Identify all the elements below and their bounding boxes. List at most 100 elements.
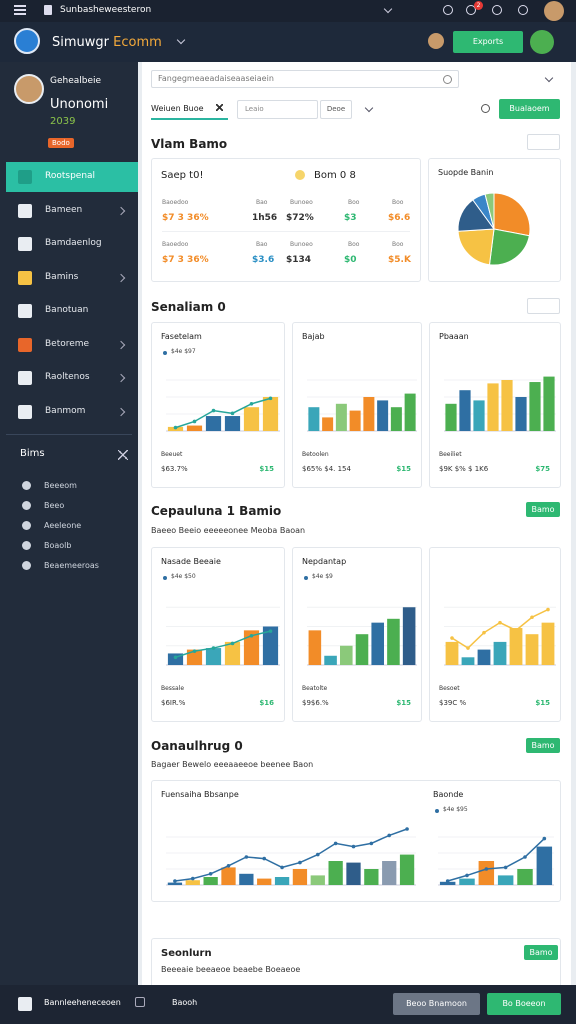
stat-label: Bunoeo (290, 241, 313, 248)
bar (292, 869, 308, 885)
trend-point (208, 872, 213, 876)
stat-label: Bunoeo (290, 199, 313, 206)
logo[interactable] (14, 28, 40, 54)
footer-label: Besoet (439, 685, 460, 692)
trend-point (546, 607, 550, 612)
tab-active[interactable]: Weiuen Buoe (151, 104, 204, 113)
section-button[interactable]: Bamo (526, 502, 560, 517)
nav-item[interactable]: Banmom (0, 397, 138, 427)
refresh-icon[interactable] (481, 104, 490, 113)
trend-point (244, 855, 249, 859)
pie-slice (484, 192, 495, 230)
avatar[interactable] (530, 30, 554, 54)
stats-title: Saep t0! (161, 170, 204, 181)
bar (517, 869, 533, 885)
stat-label: Baoedoo (162, 241, 189, 248)
bar-chart (166, 606, 280, 666)
sub-item[interactable]: Boaolb (0, 536, 138, 556)
chart-card: Suopde Banin (428, 158, 561, 282)
trend-point (315, 852, 320, 857)
dropdown-icon[interactable] (176, 35, 186, 45)
bottom-link[interactable]: Baooh (172, 998, 198, 1007)
bar-chart (444, 606, 556, 666)
nav-item[interactable]: Bameen (0, 196, 138, 226)
chart-card-wide: Fuensaiha Bbsanpe Baonde $4e $95 (151, 780, 561, 902)
trend-point (268, 396, 273, 401)
stat-label: Baoedoo (162, 199, 189, 206)
chart-card: Nepdantap $4e $9 Beatolte $9$6.% $15 (292, 547, 422, 722)
chart-title: Nepdantap (302, 557, 347, 566)
stat-label: Boo (348, 241, 360, 248)
section-button[interactable]: Bamo (526, 738, 560, 753)
bar (239, 873, 254, 885)
nav-label: Rootspenal (45, 171, 96, 181)
chart-title: Baonde (433, 790, 464, 799)
section-dropdown[interactable] (527, 134, 560, 150)
bar (243, 630, 260, 665)
bar (355, 634, 369, 665)
trend-point (230, 641, 235, 646)
trend-point (387, 833, 392, 838)
trend-point (249, 633, 254, 638)
icon[interactable] (135, 997, 145, 1007)
trend-point (503, 865, 508, 870)
chart-note: $4e $50 (171, 573, 196, 580)
sub-item[interactable]: Aeeleone (0, 516, 138, 536)
tab-close[interactable] (216, 104, 223, 111)
nav-chevron (116, 373, 126, 383)
menu-icon[interactable] (14, 5, 26, 7)
bar (224, 416, 241, 431)
secondary-button[interactable]: Beoo Bnamoon (393, 993, 480, 1015)
section-dropdown[interactable] (527, 298, 560, 314)
icon[interactable] (518, 5, 528, 15)
profile-avatar[interactable] (14, 74, 44, 104)
trend-point (484, 867, 489, 871)
filter-button[interactable]: Deoe (320, 100, 352, 119)
nav-item[interactable]: Betoreme (0, 330, 138, 360)
nav-item[interactable]: Bamdaenlog (0, 229, 138, 259)
nav-item[interactable]: Banotuan (0, 296, 138, 326)
nav-icon (18, 203, 32, 218)
trend-point (523, 855, 527, 859)
sub-label: Beeeom (44, 481, 77, 490)
home-icon[interactable] (18, 997, 32, 1011)
stats-badge: Bom 0 8 (314, 170, 356, 181)
bar (445, 641, 459, 665)
notification-icon[interactable] (466, 5, 476, 15)
action-button[interactable]: Bualaoem (499, 99, 560, 119)
nav-item-active[interactable]: Rootspenal (6, 162, 138, 192)
bar (487, 383, 499, 431)
app-title-main: Simuwgr (52, 35, 109, 50)
bar (224, 641, 241, 665)
nav-item[interactable]: Raoltenos (0, 363, 138, 393)
bar (371, 622, 384, 665)
nav-item[interactable]: Bamins (0, 263, 138, 293)
app-title: Simuwgr Ecomm (52, 35, 162, 50)
icon[interactable] (443, 5, 453, 15)
search-box[interactable]: Fangegmeaeadaiseaaseiaein (151, 70, 459, 88)
bar (185, 880, 200, 885)
stat-label: Bao (256, 241, 268, 248)
footer-value-accent: $15 (259, 465, 274, 473)
stat-value: $3 (344, 213, 357, 223)
section-button[interactable]: Bamo (524, 945, 558, 960)
primary-button[interactable]: Bo Boeeon (487, 993, 561, 1015)
export-button[interactable]: Exports (453, 31, 523, 53)
trend-point (482, 630, 486, 635)
icon[interactable] (492, 5, 502, 15)
close-icon[interactable] (118, 450, 128, 460)
stat-value: 1h56 (252, 213, 278, 223)
nav-icon (18, 270, 32, 285)
sub-item[interactable]: Beeeom (0, 476, 138, 496)
sub-item[interactable]: Beeo (0, 496, 138, 516)
avatar[interactable] (428, 33, 444, 49)
trend-point (226, 864, 231, 868)
bar-chart (438, 836, 554, 886)
chart-title: Suopde Banin (438, 168, 494, 177)
dropdown-icon[interactable] (383, 4, 393, 14)
bar (205, 648, 222, 665)
sub-item[interactable]: Beaemeeroas (0, 556, 138, 576)
avatar[interactable] (544, 1, 564, 21)
search-icon[interactable] (443, 75, 452, 84)
filter-input[interactable]: Leaio (237, 100, 318, 119)
